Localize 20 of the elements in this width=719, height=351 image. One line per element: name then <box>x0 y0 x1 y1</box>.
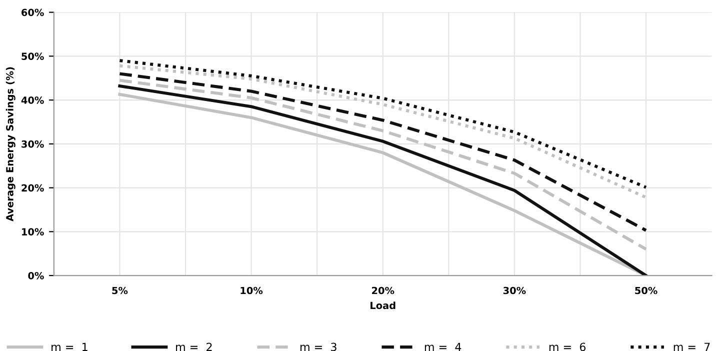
y-tick-label: 60% <box>22 8 44 16</box>
x-tick-label: 50% <box>635 286 658 294</box>
legend-label: m = 7 <box>674 342 710 351</box>
legend-label: m = 3 <box>300 342 336 351</box>
y-tick-label: 10% <box>22 228 44 236</box>
y-tick-label: 0% <box>28 272 44 280</box>
x-tick-label: 20% <box>372 286 394 294</box>
y-tick-label: 40% <box>21 96 44 104</box>
legend-label: m = 4 <box>424 342 462 351</box>
x-axis-title: Load <box>370 302 396 310</box>
legend-label: m = 6 <box>549 342 586 351</box>
y-tick-label: 20% <box>22 184 44 192</box>
legend-label: m = 1 <box>52 342 88 351</box>
x-tick-label: 10% <box>240 286 263 294</box>
legend-label: m = 2 <box>176 342 212 351</box>
x-tick-label: 5% <box>112 286 128 294</box>
x-tick-label: 30% <box>503 286 526 294</box>
y-tick-label: 30% <box>22 140 44 148</box>
y-tick-label: 50% <box>22 52 44 60</box>
y-axis-title: Average Energy Savings (%) <box>6 67 16 222</box>
